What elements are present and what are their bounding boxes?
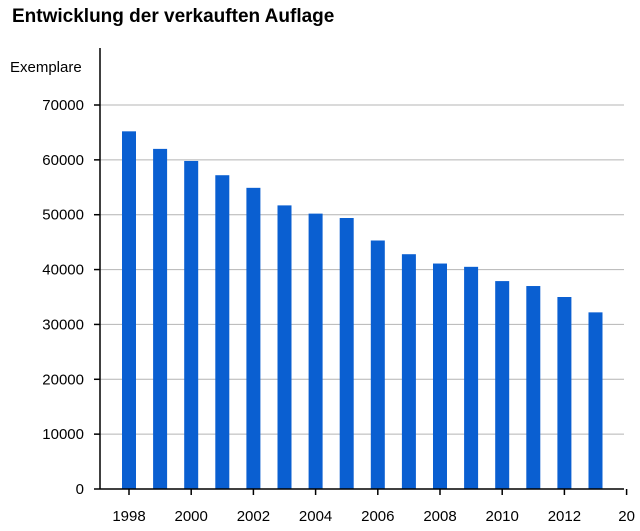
x-tick-label: 1998 [112,508,145,525]
grid-lines [100,104,624,435]
y-tick-label: 70000 [42,97,84,114]
bar [215,175,230,489]
x-tick-label: 2004 [299,508,332,525]
x-tick-label: 20 [618,508,635,525]
y-tick-labels: 0 10000 20000 30000 40000 50000 60000 70000 [42,97,84,498]
x-tick-label: 2012 [548,508,581,525]
y-tick-label: 30000 [42,316,84,333]
bar [526,286,541,489]
bar [464,266,479,489]
bar [184,160,199,489]
x-tick-label: 2006 [361,508,394,525]
bar [401,254,416,489]
x-tick-label: 2010 [486,508,519,525]
chart-title: Entwicklung der verkauften Auflage [12,6,335,27]
bar [588,312,603,489]
bar [370,240,385,489]
y-tick-label: 20000 [42,371,84,388]
x-tick-label: 2008 [423,508,456,525]
axes [94,48,628,495]
x-tick-label: 2002 [237,508,270,525]
bar [433,263,447,489]
y-tick-label: 10000 [42,426,84,443]
bar [277,205,292,490]
bar [557,297,572,489]
bar [153,148,168,489]
y-tick-label: 40000 [42,262,84,279]
y-tick-label: 0 [76,481,84,498]
y-tick-label: 60000 [42,152,84,169]
bar [495,281,510,489]
x-tick-labels: 1998 2000 2002 2004 2006 2008 2010 2012 20 [112,508,635,525]
bars [122,131,603,490]
bar [308,213,323,490]
y-axis-label: Exemplare [10,59,82,76]
bar [122,131,136,489]
bar [339,218,354,489]
x-tick-label: 2000 [175,508,208,525]
bar [246,187,261,489]
y-tick-label: 50000 [42,207,84,224]
